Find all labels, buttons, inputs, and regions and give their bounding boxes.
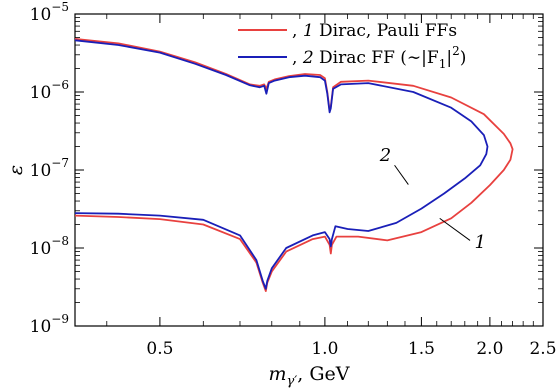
annotation-label-1: 1 bbox=[474, 232, 485, 253]
legend: , 1 Dirac, Pauli FFs , 2 Dirac FF (∼|F1|2… bbox=[238, 21, 466, 71]
axis-ticks: 10−9 10−8 10−7 10−6 10−5 0.5 1.0 1.5 2.0 2.5 bbox=[30, 0, 557, 359]
legend-entry-1: , 1 Dirac, Pauli FFs bbox=[292, 21, 457, 41]
y-tick-label: 10−5 bbox=[30, 0, 69, 25]
legend-entry-2: , 2 Dirac FF (∼|F1|2) bbox=[292, 44, 466, 71]
x-axis-label: mγ′, GeV bbox=[269, 363, 350, 389]
x-tick-label: 1.5 bbox=[408, 339, 435, 359]
annotation-label-2: 2 bbox=[379, 145, 391, 166]
x-tick-label: 2.0 bbox=[476, 339, 503, 359]
series-layer bbox=[74, 38, 514, 292]
y-axis-label: ε bbox=[5, 165, 27, 175]
x-tick-label: 1.0 bbox=[311, 339, 338, 359]
y-tick-label: 10−7 bbox=[30, 156, 69, 181]
annotations: 21 bbox=[379, 145, 486, 253]
series-line-2 bbox=[74, 39, 489, 290]
y-tick-label: 10−6 bbox=[30, 78, 69, 103]
y-tick-label: 10−8 bbox=[30, 234, 69, 259]
annotation-leader-1 bbox=[439, 217, 471, 241]
x-tick-label: 0.5 bbox=[146, 339, 173, 359]
y-tick-label: 10−9 bbox=[30, 312, 69, 337]
x-tick-label: 2.5 bbox=[529, 339, 556, 359]
annotation-leader-2 bbox=[394, 164, 409, 185]
